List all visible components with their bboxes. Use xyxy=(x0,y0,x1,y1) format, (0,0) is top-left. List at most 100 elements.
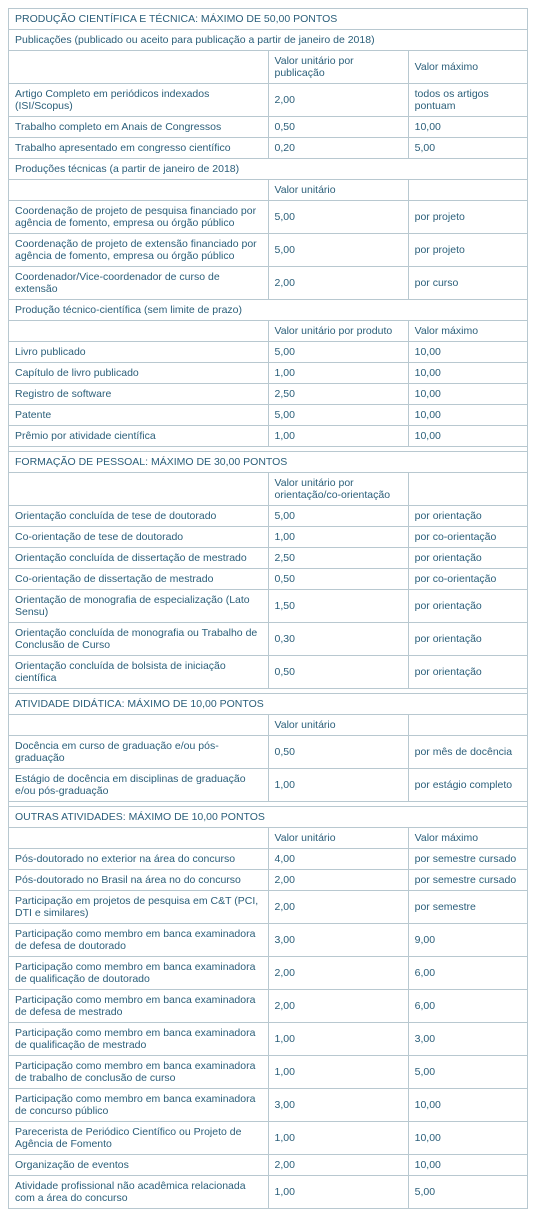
row-max: 3,00 xyxy=(408,1023,527,1056)
row-label: Participação como membro em banca examin… xyxy=(9,1089,269,1122)
col-item xyxy=(9,321,269,342)
row-value: 1,00 xyxy=(268,1122,408,1155)
row-max: 10,00 xyxy=(408,1089,527,1122)
row-max: 5,00 xyxy=(408,1056,527,1089)
col-item xyxy=(9,180,269,201)
row-label: Atividade profissional não acadêmica rel… xyxy=(9,1176,269,1209)
row-label: Orientação de monografia de especializaç… xyxy=(9,590,269,623)
row-value: 0,30 xyxy=(268,623,408,656)
row-value: 0,50 xyxy=(268,569,408,590)
row-value: 5,00 xyxy=(268,234,408,267)
row-max: 10,00 xyxy=(408,342,527,363)
row-value: 1,00 xyxy=(268,363,408,384)
row-label: Participação como membro em banca examin… xyxy=(9,924,269,957)
row-value: 1,00 xyxy=(268,426,408,447)
row-label: Parecerista de Periódico Científico ou P… xyxy=(9,1122,269,1155)
col-unit-value: Valor unitário por produto xyxy=(268,321,408,342)
row-value: 1,00 xyxy=(268,527,408,548)
row-label: Participação como membro em banca examin… xyxy=(9,1056,269,1089)
row-max: por orientação xyxy=(408,590,527,623)
row-value: 1,50 xyxy=(268,590,408,623)
row-label: Trabalho apresentado em congresso cientí… xyxy=(9,138,269,159)
row-max: 10,00 xyxy=(408,384,527,405)
row-label: Participação em projetos de pesquisa em … xyxy=(9,891,269,924)
row-value: 0,50 xyxy=(268,117,408,138)
row-value: 2,00 xyxy=(268,990,408,1023)
row-max: 10,00 xyxy=(408,1155,527,1176)
row-max: por co-orientação xyxy=(408,527,527,548)
row-label: Participação como membro em banca examin… xyxy=(9,1023,269,1056)
row-value: 1,00 xyxy=(268,1023,408,1056)
row-max: por projeto xyxy=(408,201,527,234)
row-label: Participação como membro em banca examin… xyxy=(9,990,269,1023)
row-max: 10,00 xyxy=(408,405,527,426)
col-item xyxy=(9,473,269,506)
row-max: 6,00 xyxy=(408,957,527,990)
row-label: Coordenação de projeto de pesquisa finan… xyxy=(9,201,269,234)
row-value: 0,50 xyxy=(268,736,408,769)
row-label: Coordenador/Vice-coordenador de curso de… xyxy=(9,267,269,300)
row-label: Docência em curso de graduação e/ou pós-… xyxy=(9,736,269,769)
row-label: Co-orientação de tese de doutorado xyxy=(9,527,269,548)
row-value: 5,00 xyxy=(268,342,408,363)
section1-sub1-title: Publicações (publicado ou aceito para pu… xyxy=(9,30,528,51)
row-max: por semestre cursado xyxy=(408,870,527,891)
row-label: Registro de software xyxy=(9,384,269,405)
row-max: 6,00 xyxy=(408,990,527,1023)
col-unit-value: Valor unitário xyxy=(268,715,408,736)
row-max: 5,00 xyxy=(408,138,527,159)
row-max: por orientação xyxy=(408,548,527,569)
col-unit-value: Valor unitário xyxy=(268,828,408,849)
row-value: 2,00 xyxy=(268,84,408,117)
row-label: Co-orientação de dissertação de mestrado xyxy=(9,569,269,590)
row-max: 9,00 xyxy=(408,924,527,957)
row-value: 1,00 xyxy=(268,1176,408,1209)
row-label: Coordenação de projeto de extensão finan… xyxy=(9,234,269,267)
row-label: Pós-doutorado no Brasil na área no do co… xyxy=(9,870,269,891)
row-value: 1,00 xyxy=(268,1056,408,1089)
row-max: por orientação xyxy=(408,506,527,527)
row-label: Capítulo de livro publicado xyxy=(9,363,269,384)
row-value: 5,00 xyxy=(268,201,408,234)
row-max: 10,00 xyxy=(408,426,527,447)
row-label: Patente xyxy=(9,405,269,426)
row-label: Orientação concluída de tese de doutorad… xyxy=(9,506,269,527)
row-max: por semestre cursado xyxy=(408,849,527,870)
row-value: 4,00 xyxy=(268,849,408,870)
row-max: por estágio completo xyxy=(408,769,527,802)
col-max-value: Valor máximo xyxy=(408,321,527,342)
row-label: Orientação concluída de bolsista de inic… xyxy=(9,656,269,689)
col-item xyxy=(9,715,269,736)
col-unit-value: Valor unitário por orientação/co-orienta… xyxy=(268,473,408,506)
row-max: por orientação xyxy=(408,656,527,689)
row-max: todos os artigos pontuam xyxy=(408,84,527,117)
col-max-value xyxy=(408,180,527,201)
row-label: Organização de eventos xyxy=(9,1155,269,1176)
row-value: 2,50 xyxy=(268,548,408,569)
row-max: por co-orientação xyxy=(408,569,527,590)
col-max-value xyxy=(408,473,527,506)
row-label: Prêmio por atividade científica xyxy=(9,426,269,447)
col-max-value: Valor máximo xyxy=(408,51,527,84)
section1-sub2-title: Produções técnicas (a partir de janeiro … xyxy=(9,159,528,180)
row-label: Pós-doutorado no exterior na área do con… xyxy=(9,849,269,870)
section3-title: ATIVIDADE DIDÁTICA: MÁXIMO DE 10,00 PONT… xyxy=(9,694,528,715)
row-value: 0,20 xyxy=(268,138,408,159)
row-value: 2,00 xyxy=(268,267,408,300)
row-max: 5,00 xyxy=(408,1176,527,1209)
scoring-table: PRODUÇÃO CIENTÍFICA E TÉCNICA: MÁXIMO DE… xyxy=(8,8,528,1209)
row-value: 2,00 xyxy=(268,957,408,990)
row-value: 2,00 xyxy=(268,870,408,891)
row-max: por projeto xyxy=(408,234,527,267)
col-item xyxy=(9,51,269,84)
row-label: Trabalho completo em Anais de Congressos xyxy=(9,117,269,138)
section4-title: OUTRAS ATIVIDADES: MÁXIMO DE 10,00 PONTO… xyxy=(9,807,528,828)
row-max: por semestre xyxy=(408,891,527,924)
row-max: por orientação xyxy=(408,623,527,656)
row-value: 3,00 xyxy=(268,1089,408,1122)
col-unit-value: Valor unitário xyxy=(268,180,408,201)
row-label: Participação como membro em banca examin… xyxy=(9,957,269,990)
row-value: 2,00 xyxy=(268,1155,408,1176)
row-max: 10,00 xyxy=(408,363,527,384)
row-label: Orientação concluída de monografia ou Tr… xyxy=(9,623,269,656)
